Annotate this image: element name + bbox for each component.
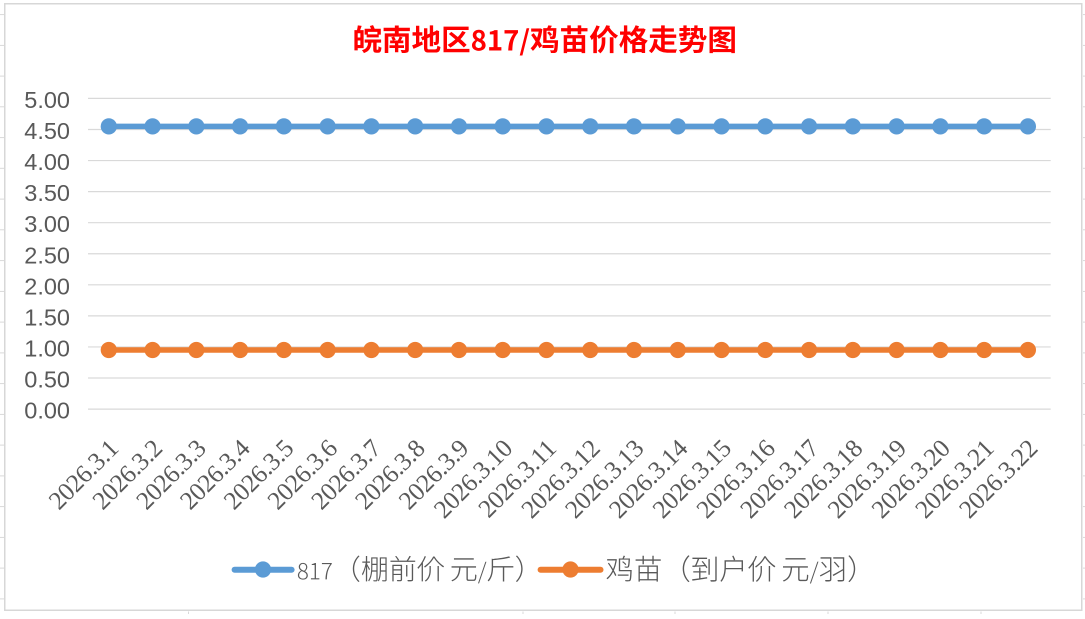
svg-text:0.00: 0.00 <box>24 398 70 424</box>
svg-text:4.00: 4.00 <box>24 149 70 175</box>
svg-text:1.00: 1.00 <box>24 335 70 361</box>
svg-text:0.50: 0.50 <box>24 367 70 393</box>
svg-text:4.50: 4.50 <box>24 118 70 144</box>
svg-text:2.00: 2.00 <box>24 273 70 299</box>
svg-text:3.00: 3.00 <box>24 211 70 237</box>
svg-text:3.50: 3.50 <box>24 180 70 206</box>
svg-text:5.00: 5.00 <box>24 87 70 113</box>
svg-text:2.50: 2.50 <box>24 242 70 268</box>
svg-text:1.50: 1.50 <box>24 304 70 330</box>
